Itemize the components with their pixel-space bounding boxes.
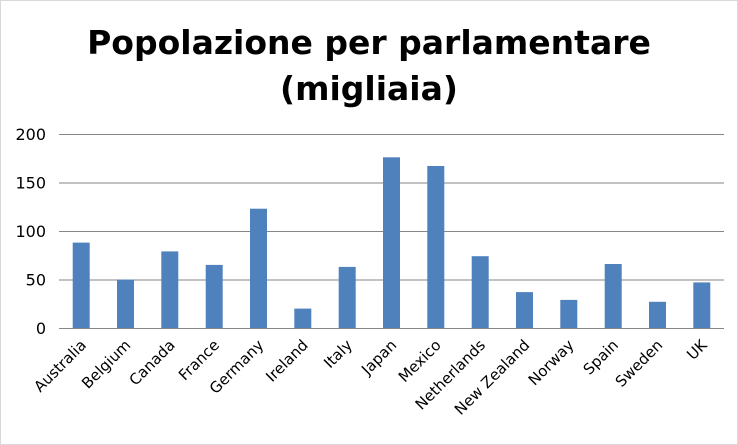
x-category-label: Spain xyxy=(580,336,622,378)
chart-title-line-1: Popolazione per parlamentare xyxy=(87,23,651,62)
x-category-label: Italy xyxy=(320,336,356,372)
x-axis-category-labels: AustraliaBelgiumCanadaFranceGermanyIrela… xyxy=(30,335,711,418)
bar-netherlands xyxy=(471,256,489,328)
chart-title: Popolazione per parlamentare (migliaia) xyxy=(0,20,738,112)
bar-canada xyxy=(161,251,179,328)
y-tick-label: 100 xyxy=(15,222,46,241)
y-tick-label: 50 xyxy=(26,271,46,290)
bar-sweden xyxy=(649,301,666,328)
y-axis-tick-labels: 0 50 100 150 200 xyxy=(15,125,46,338)
bar-italy xyxy=(338,266,356,328)
x-category-label: Ireland xyxy=(262,336,311,385)
bar-germany xyxy=(250,208,267,328)
bar-ireland xyxy=(294,308,312,328)
bar-belgium xyxy=(117,279,134,328)
bars xyxy=(72,157,711,328)
bar-uk xyxy=(693,282,711,328)
bar-mexico xyxy=(427,166,445,328)
x-category-label: Canada xyxy=(126,336,179,389)
x-category-label: UK xyxy=(683,335,711,363)
bar-spain xyxy=(604,264,622,328)
y-tick-label: 0 xyxy=(36,319,46,338)
x-category-label: Sweden xyxy=(612,336,667,391)
x-category-label: Norway xyxy=(525,336,578,389)
chart-title-line-2: (migliaia) xyxy=(280,69,458,108)
bar-norway xyxy=(560,299,578,328)
bar-japan xyxy=(383,157,400,328)
bar-australia xyxy=(72,242,90,328)
y-tick-label: 200 xyxy=(15,125,46,144)
bar-france xyxy=(205,264,223,328)
bar-new-zealand xyxy=(516,292,533,328)
y-tick-label: 150 xyxy=(15,174,46,193)
x-category-label: Belgium xyxy=(78,336,134,392)
x-category-label: Australia xyxy=(30,336,90,396)
x-category-label: Japan xyxy=(357,336,400,379)
